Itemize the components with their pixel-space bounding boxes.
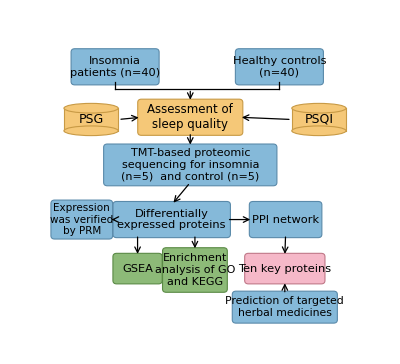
Text: TMT-based proteomic
sequencing for insomnia
(n=5)  and control (n=5): TMT-based proteomic sequencing for insom… — [121, 148, 259, 182]
FancyBboxPatch shape — [232, 291, 337, 323]
FancyBboxPatch shape — [51, 200, 113, 239]
Ellipse shape — [64, 126, 118, 136]
FancyBboxPatch shape — [162, 248, 227, 292]
FancyBboxPatch shape — [249, 202, 322, 238]
Ellipse shape — [292, 126, 346, 136]
Ellipse shape — [292, 103, 346, 113]
Text: Healthy controls
(n=40): Healthy controls (n=40) — [233, 56, 326, 78]
FancyBboxPatch shape — [71, 49, 159, 85]
Text: Differentially
expressed proteins: Differentially expressed proteins — [118, 209, 226, 230]
FancyBboxPatch shape — [113, 202, 230, 238]
Text: PSG: PSG — [78, 113, 104, 126]
FancyBboxPatch shape — [245, 253, 325, 284]
Bar — [64, 108, 118, 131]
Bar — [292, 108, 346, 131]
Text: Enrichment
analysis of GO
and KEGG: Enrichment analysis of GO and KEGG — [155, 253, 235, 286]
Text: Ten key proteins: Ten key proteins — [238, 264, 331, 274]
FancyBboxPatch shape — [235, 49, 324, 85]
Text: Insomnia
patients (n=40): Insomnia patients (n=40) — [70, 56, 160, 78]
FancyBboxPatch shape — [104, 144, 277, 186]
Text: GSEA: GSEA — [122, 264, 153, 274]
Ellipse shape — [64, 103, 118, 113]
Text: Assessment of
sleep quality: Assessment of sleep quality — [147, 103, 233, 131]
Text: PSQI: PSQI — [304, 113, 334, 126]
FancyBboxPatch shape — [138, 99, 243, 135]
Text: Expression
was verified
by PRM: Expression was verified by PRM — [50, 203, 114, 236]
Text: Prediction of targeted
herbal medicines: Prediction of targeted herbal medicines — [226, 296, 344, 318]
FancyBboxPatch shape — [113, 253, 162, 284]
Text: PPI network: PPI network — [252, 214, 319, 225]
